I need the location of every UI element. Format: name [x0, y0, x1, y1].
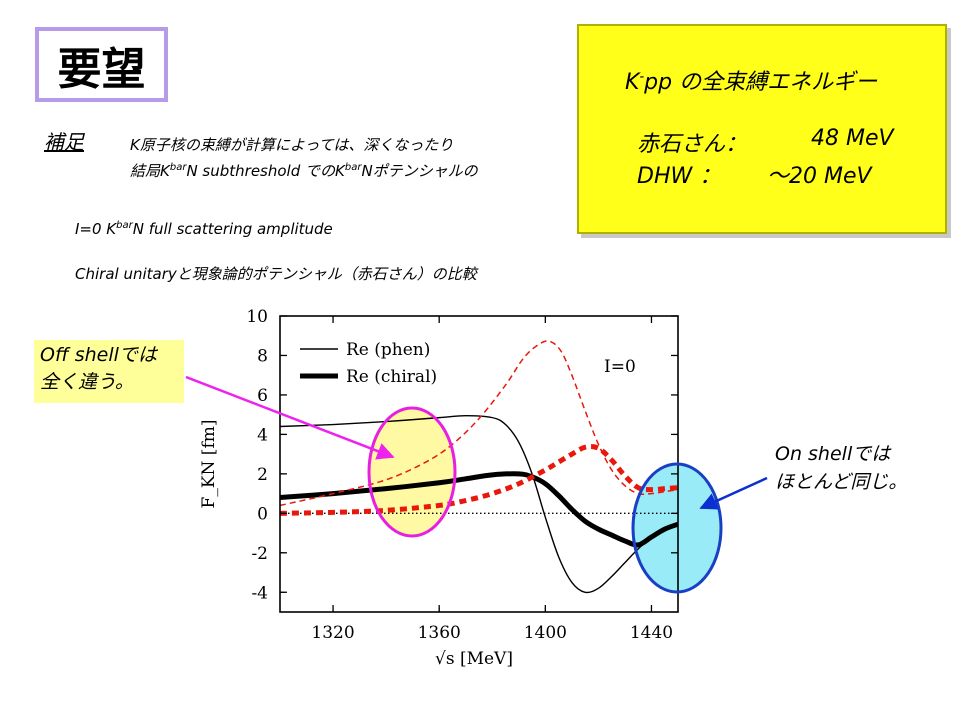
y-tick-label-1: -2 [251, 544, 268, 564]
amplitude-line: I=0 KbarN full scattering amplitude [75, 220, 333, 238]
legend-label-1: Re (chiral) [346, 367, 437, 387]
akaishi-value: 48 MeV [811, 126, 894, 151]
heading-rest: pp の全束縛エネルギー [644, 70, 878, 95]
note-line-1: K原子核の束縛が計算によっては、深くなったり [130, 134, 453, 155]
supplement-label: 補足 [44, 130, 84, 154]
y-tick-label-4: 4 [257, 425, 268, 445]
x-tick-label-0: 1320 [311, 623, 354, 643]
dhw-name: DHW ： [637, 164, 722, 189]
x-tick-label-2: 1400 [524, 623, 567, 643]
on-shell-line-1: On shellでは [775, 443, 891, 465]
note-line-2-pre: 結局K [130, 162, 170, 180]
x-tick-label-3: 1440 [630, 623, 673, 643]
y-tick-label-3: 2 [257, 465, 268, 485]
on-shell-arrow [699, 476, 768, 510]
series-line-1 [280, 471, 678, 548]
series-line-0 [280, 414, 678, 594]
off-shell-callout: Off shellでは 全く違う。 [34, 340, 184, 403]
series-line-3 [280, 444, 678, 516]
off-shell-arrow [185, 375, 395, 460]
y-tick-label-2: 0 [257, 504, 268, 524]
binding-energy-box: K-pp の全束縛エネルギー 赤石さん： 48 MeV DHW ： ～20 Me… [577, 24, 947, 234]
slide-title: 要望 [35, 27, 168, 102]
on-shell-callout: On shellでは ほとんど同じ。 [775, 440, 907, 496]
isospin-annotation: I=0 [604, 357, 636, 377]
note-line-2: 結局KbarN subthreshold でのKbarNポテンシャルの [130, 160, 478, 181]
on-shell-ellipse-fill [633, 464, 721, 592]
dhw-value: ～20 MeV [767, 164, 872, 189]
note-line-2-sup2: bar [344, 162, 362, 173]
akaishi-name: 赤石さん： [637, 132, 748, 157]
amplitude-line-sup: bar [116, 220, 133, 231]
binding-energy-heading: K-pp の全束縛エネルギー [625, 64, 877, 96]
x-tick-label-1: 1360 [418, 623, 461, 643]
comparison-line: Chiral unitaryと現象論的ポテンシャル（赤石さん）の比較 [75, 265, 477, 283]
amplitude-line-post: N full scattering amplitude [132, 220, 333, 238]
on-shell-line-2: ほとんど同じ。 [775, 471, 908, 493]
heading-k: K [625, 70, 640, 95]
on-shell-ellipse [631, 462, 723, 594]
off-shell-ellipse-fill [369, 408, 455, 536]
y-tick-label-0: -4 [251, 583, 268, 603]
y-axis-title: F_KN [fm] [199, 420, 219, 509]
note-line-2-sup1: bar [169, 162, 187, 173]
series-line-2 [280, 340, 678, 507]
off-shell-line-1: Off shellでは [40, 344, 157, 366]
note-line-2-post: Nポテンシャルの [361, 162, 478, 180]
x-axis-title: √s [MeV] [435, 649, 513, 669]
legend-label-0: Re (phen) [346, 340, 430, 360]
y-tick-label-7: 10 [246, 307, 268, 327]
off-shell-line-2: 全く違う。 [40, 371, 134, 393]
note-line-2-mid: N subthreshold でのK [186, 162, 345, 180]
y-tick-label-6: 8 [257, 346, 268, 366]
off-shell-ellipse [367, 406, 457, 538]
heading-minus: - [639, 69, 645, 85]
note-line-1-text: K原子核の束縛が計算によっては、深くなったり [130, 136, 454, 154]
y-tick-label-5: 6 [257, 386, 268, 406]
amplitude-line-pre: I=0 K [75, 220, 117, 238]
